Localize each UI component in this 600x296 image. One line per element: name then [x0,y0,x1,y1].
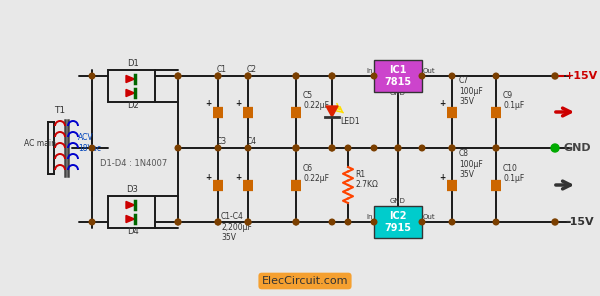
Circle shape [449,73,455,79]
Circle shape [395,145,401,151]
Circle shape [293,219,299,225]
Circle shape [371,219,377,225]
Text: Out: Out [423,68,436,74]
Text: LED1: LED1 [340,117,359,126]
Polygon shape [126,201,134,209]
Text: D2: D2 [127,101,139,110]
Circle shape [293,73,299,79]
Circle shape [395,145,401,151]
Text: +: + [440,99,446,109]
Circle shape [245,219,251,225]
Text: D1: D1 [127,59,139,68]
Text: +: + [440,173,446,181]
Circle shape [493,145,499,151]
Text: C1: C1 [217,65,227,74]
Circle shape [293,219,299,225]
Text: +: + [206,173,212,181]
Circle shape [345,219,351,225]
Polygon shape [126,89,134,96]
Circle shape [215,219,221,225]
Circle shape [493,145,499,151]
Text: C8
100μF
35V: C8 100μF 35V [459,149,483,179]
Text: AC main: AC main [24,139,56,147]
Polygon shape [126,75,134,83]
Text: C10
0.1μF: C10 0.1μF [503,164,524,183]
Circle shape [245,73,251,79]
Text: C3: C3 [217,137,227,146]
Circle shape [245,73,251,79]
Circle shape [371,145,377,151]
Text: +: + [206,99,212,109]
Circle shape [449,219,455,225]
Text: GND: GND [390,90,406,96]
Circle shape [449,145,455,151]
Circle shape [215,73,221,79]
Text: C7
100μF
35V: C7 100μF 35V [459,76,483,106]
Circle shape [329,145,335,151]
Circle shape [329,145,335,151]
Bar [108,196,155,228]
Text: C1-C4
2,200μF
35V: C1-C4 2,200μF 35V [221,212,252,242]
Bar [374,206,422,238]
Circle shape [329,73,335,79]
Bar [374,60,422,92]
Text: ElecCircuit.com: ElecCircuit.com [262,276,348,286]
Circle shape [245,219,251,225]
Circle shape [245,145,251,151]
Circle shape [552,219,558,225]
Circle shape [89,219,95,225]
Text: D4: D4 [127,227,139,236]
Text: D1-D4 : 1N4007: D1-D4 : 1N4007 [100,159,167,168]
Circle shape [175,219,181,225]
Text: C4: C4 [247,137,257,146]
Polygon shape [126,215,134,223]
Circle shape [419,219,425,225]
Text: C5
0.22μF: C5 0.22μF [303,91,329,110]
Text: In: In [367,214,373,220]
Circle shape [175,73,181,79]
Circle shape [449,145,455,151]
Circle shape [329,73,335,79]
Circle shape [89,145,95,151]
Circle shape [493,73,499,79]
Circle shape [293,145,299,151]
Circle shape [293,145,299,151]
Text: +: + [236,99,242,109]
Text: Out: Out [423,214,436,220]
Circle shape [89,73,95,79]
Circle shape [345,145,351,151]
Circle shape [175,73,181,79]
Circle shape [215,219,221,225]
Polygon shape [326,106,338,117]
Text: GND: GND [563,143,590,153]
Text: +: + [236,173,242,181]
Circle shape [493,219,499,225]
Circle shape [215,145,221,151]
Text: +15V: +15V [565,71,598,81]
Text: C2: C2 [247,65,257,74]
Circle shape [371,73,377,79]
Bar [108,70,155,102]
Circle shape [215,73,221,79]
Text: -15V: -15V [565,217,593,227]
Circle shape [175,219,181,225]
Text: T1: T1 [55,106,65,115]
Text: ACV
18Vac: ACV 18Vac [78,133,101,153]
Text: IC1
7815: IC1 7815 [385,65,412,87]
Circle shape [419,145,425,151]
Circle shape [419,73,425,79]
Text: C6
0.22μF: C6 0.22μF [303,164,329,183]
Text: C9
0.1μF: C9 0.1μF [503,91,524,110]
Circle shape [293,145,299,151]
Circle shape [329,219,335,225]
Text: GND: GND [390,198,406,204]
Text: D3: D3 [127,185,139,194]
Circle shape [552,73,558,79]
Text: R1
2.7KΩ: R1 2.7KΩ [355,170,378,189]
Circle shape [551,144,559,152]
Text: In: In [367,68,373,74]
Circle shape [175,145,181,151]
Text: IC2
7915: IC2 7915 [385,211,412,233]
Circle shape [293,73,299,79]
